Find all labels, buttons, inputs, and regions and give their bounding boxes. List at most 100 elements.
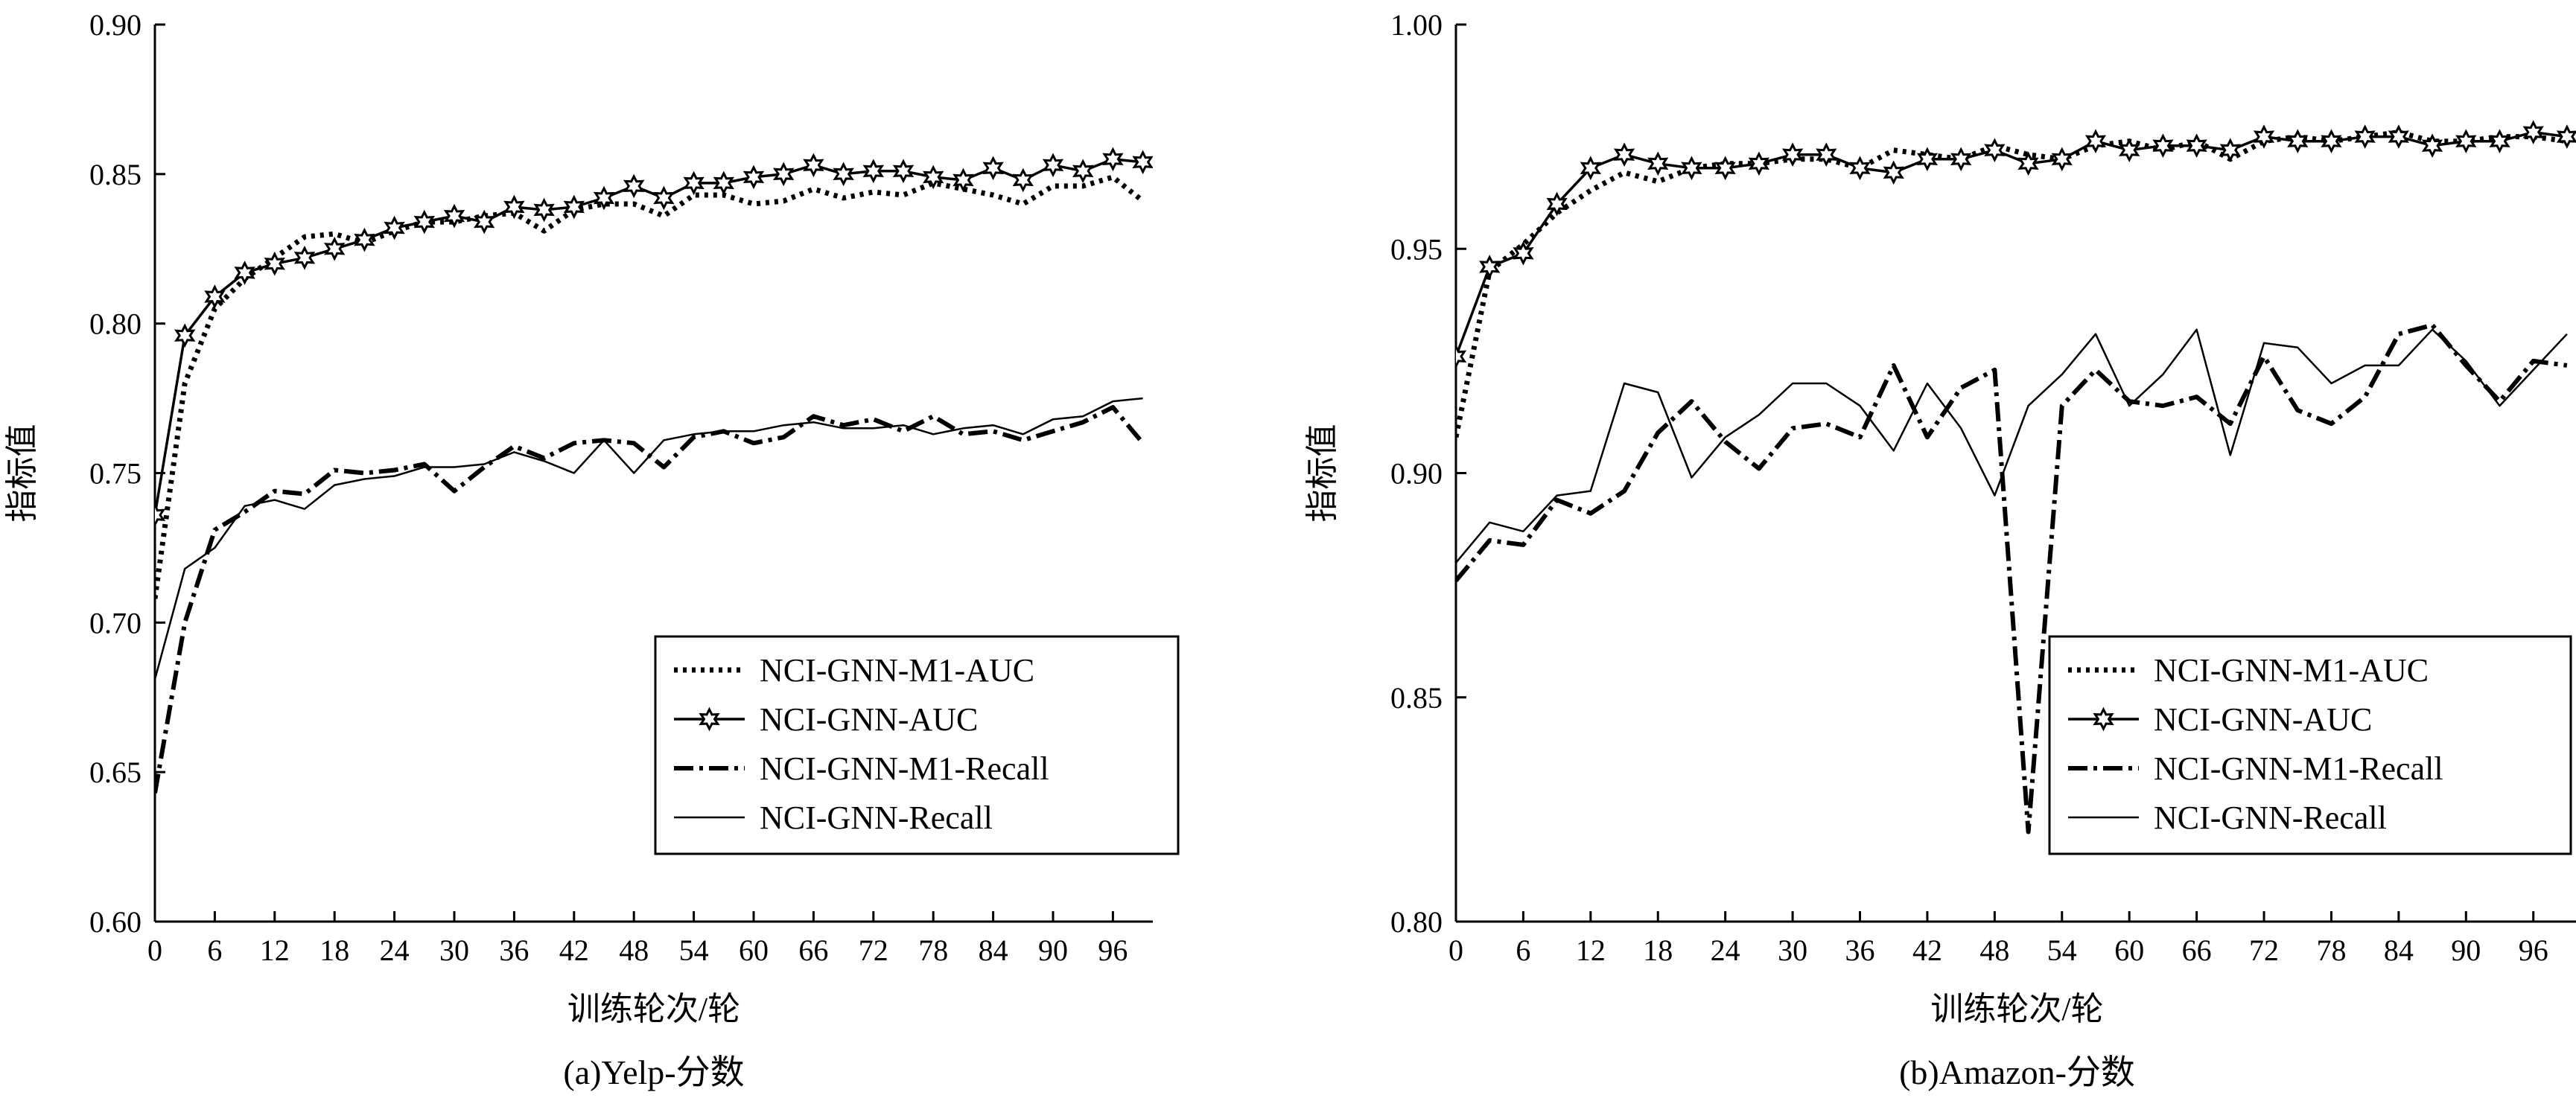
legend-label: NCI-GNN-M1-AUC <box>760 652 1034 689</box>
y-tick-label: 0.70 <box>89 606 141 639</box>
data-point-marker <box>503 194 525 220</box>
x-tick-label: 42 <box>559 934 589 967</box>
data-point-marker <box>803 153 824 178</box>
data-point-marker <box>384 215 405 240</box>
data-point-marker <box>1613 142 1635 167</box>
x-tick-label: 60 <box>2114 934 2144 967</box>
legend-label: NCI-GNN-Recall <box>2154 800 2387 836</box>
x-tick-label: 84 <box>2384 934 2414 967</box>
x-tick-label: 0 <box>1448 934 1463 967</box>
data-point-marker <box>1647 151 1669 176</box>
x-tick-label: 72 <box>2249 934 2279 967</box>
data-point-marker <box>563 194 585 220</box>
data-point-marker <box>2219 138 2241 163</box>
data-point-marker <box>833 162 854 187</box>
x-axis-label: 训练轮次/轮 <box>1930 991 2103 1027</box>
data-point-marker <box>2287 129 2309 154</box>
data-point-marker <box>2253 124 2275 149</box>
data-point-marker <box>683 170 705 196</box>
chart-panel-yelp: 0.60 0.65 0.70 0.75 0.80 0.85 0.90 0 6 12 18 24 30 36… <box>4 8 1180 1091</box>
x-tick-label: 12 <box>260 934 290 967</box>
legend-box <box>2048 635 2572 855</box>
data-point-marker <box>892 159 915 184</box>
y-tick-label: 1.00 <box>1390 8 1443 42</box>
data-point-marker <box>982 156 1004 181</box>
data-point-marker <box>2017 151 2039 176</box>
data-point-marker <box>2354 124 2376 149</box>
data-point-marker <box>1132 150 1153 175</box>
chart-panel-amazon: 0.80 0.85 0.90 0.95 1.00 0 6 12 18 24 30 36 42 48 54 60… <box>1304 8 2576 1091</box>
legend-label: NCI-GNN-M1-Recall <box>760 750 1049 787</box>
x-tick-label: 24 <box>1711 934 1740 967</box>
legend-label: NCI-GNN-M1-AUC <box>2154 652 2429 689</box>
series-lines <box>1456 120 2576 834</box>
data-point-marker <box>2522 120 2544 144</box>
legend-label: NCI-GNN-AUC <box>2154 701 2372 738</box>
data-point-marker <box>2321 129 2342 154</box>
data-point-marker <box>2455 129 2477 154</box>
data-point-marker <box>234 261 255 285</box>
data-point-marker <box>1849 156 1871 181</box>
y-tick-label: 0.60 <box>89 905 141 939</box>
y-axis-label: 指标值 <box>4 424 40 523</box>
x-tick-label: 0 <box>147 934 162 967</box>
x-tick-label: 78 <box>2316 934 2346 967</box>
data-point-marker <box>2489 129 2510 154</box>
x-tick-label: 54 <box>2047 934 2077 967</box>
y-tick-label: 0.95 <box>1390 232 1443 266</box>
data-point-marker <box>1513 240 1534 266</box>
x-tick-label: 18 <box>1643 934 1673 967</box>
x-tick-label: 72 <box>859 934 888 967</box>
data-point-marker <box>1883 160 1904 185</box>
x-tick-label: 30 <box>1778 934 1807 967</box>
data-point-marker <box>1102 147 1124 172</box>
series-line-nci-gnn-auc <box>1456 130 2568 357</box>
x-tick-label: 54 <box>679 934 709 967</box>
data-point-marker <box>1950 147 1972 172</box>
data-point-marker <box>155 502 166 528</box>
data-point-marker <box>2051 147 2073 172</box>
data-point-marker <box>443 203 465 229</box>
panel-caption: (b)Amazon-分数 <box>1899 1053 2135 1091</box>
x-tick-label: 48 <box>1979 934 2009 967</box>
data-point-marker <box>742 165 765 190</box>
data-point-marker <box>713 170 735 196</box>
y-tick-label: 0.65 <box>89 756 141 789</box>
data-point-marker <box>174 323 196 348</box>
legend: NCI-GNN-M1-AUC NCI-GNN-AUC NCI-GNN-M1-Reca… <box>2048 635 2572 855</box>
data-point-marker <box>2084 129 2107 154</box>
data-point-marker <box>2388 124 2409 149</box>
x-axis-label: 训练轮次/轮 <box>567 991 740 1027</box>
data-point-marker <box>264 251 286 276</box>
x-tick-label: 6 <box>1516 934 1530 967</box>
data-point-marker <box>1816 142 1837 167</box>
data-point-marker <box>1012 167 1034 193</box>
data-point-marker <box>1479 255 1501 279</box>
data-point-marker <box>474 209 495 234</box>
data-point-marker <box>922 165 944 190</box>
data-point-marker <box>1681 156 1702 181</box>
x-tick-label: 60 <box>739 934 769 967</box>
y-tick-label: 0.80 <box>1390 905 1443 939</box>
legend-label: NCI-GNN-M1-Recall <box>2154 750 2443 787</box>
data-point-marker <box>2186 133 2207 159</box>
series-lines <box>155 147 1153 794</box>
data-point-marker <box>2152 133 2174 159</box>
x-tick-label: 96 <box>2519 934 2548 967</box>
data-point-marker <box>413 209 435 234</box>
data-point-marker <box>1042 153 1064 178</box>
legend-marker <box>2093 706 2114 732</box>
data-point-marker <box>953 167 974 193</box>
data-point-marker <box>1580 156 1601 181</box>
data-point-marker <box>772 162 795 187</box>
x-tick-label: 30 <box>439 934 469 967</box>
x-tick-label: 42 <box>1912 934 1942 967</box>
x-tick-label: 90 <box>1038 934 1068 967</box>
y-axis-label: 指标值 <box>1304 424 1341 523</box>
y-tick-label: 0.85 <box>1390 681 1443 715</box>
data-point-marker <box>1916 147 1939 172</box>
data-point-marker <box>1748 151 1769 176</box>
data-point-marker <box>2119 138 2140 163</box>
data-point-marker <box>204 284 226 309</box>
